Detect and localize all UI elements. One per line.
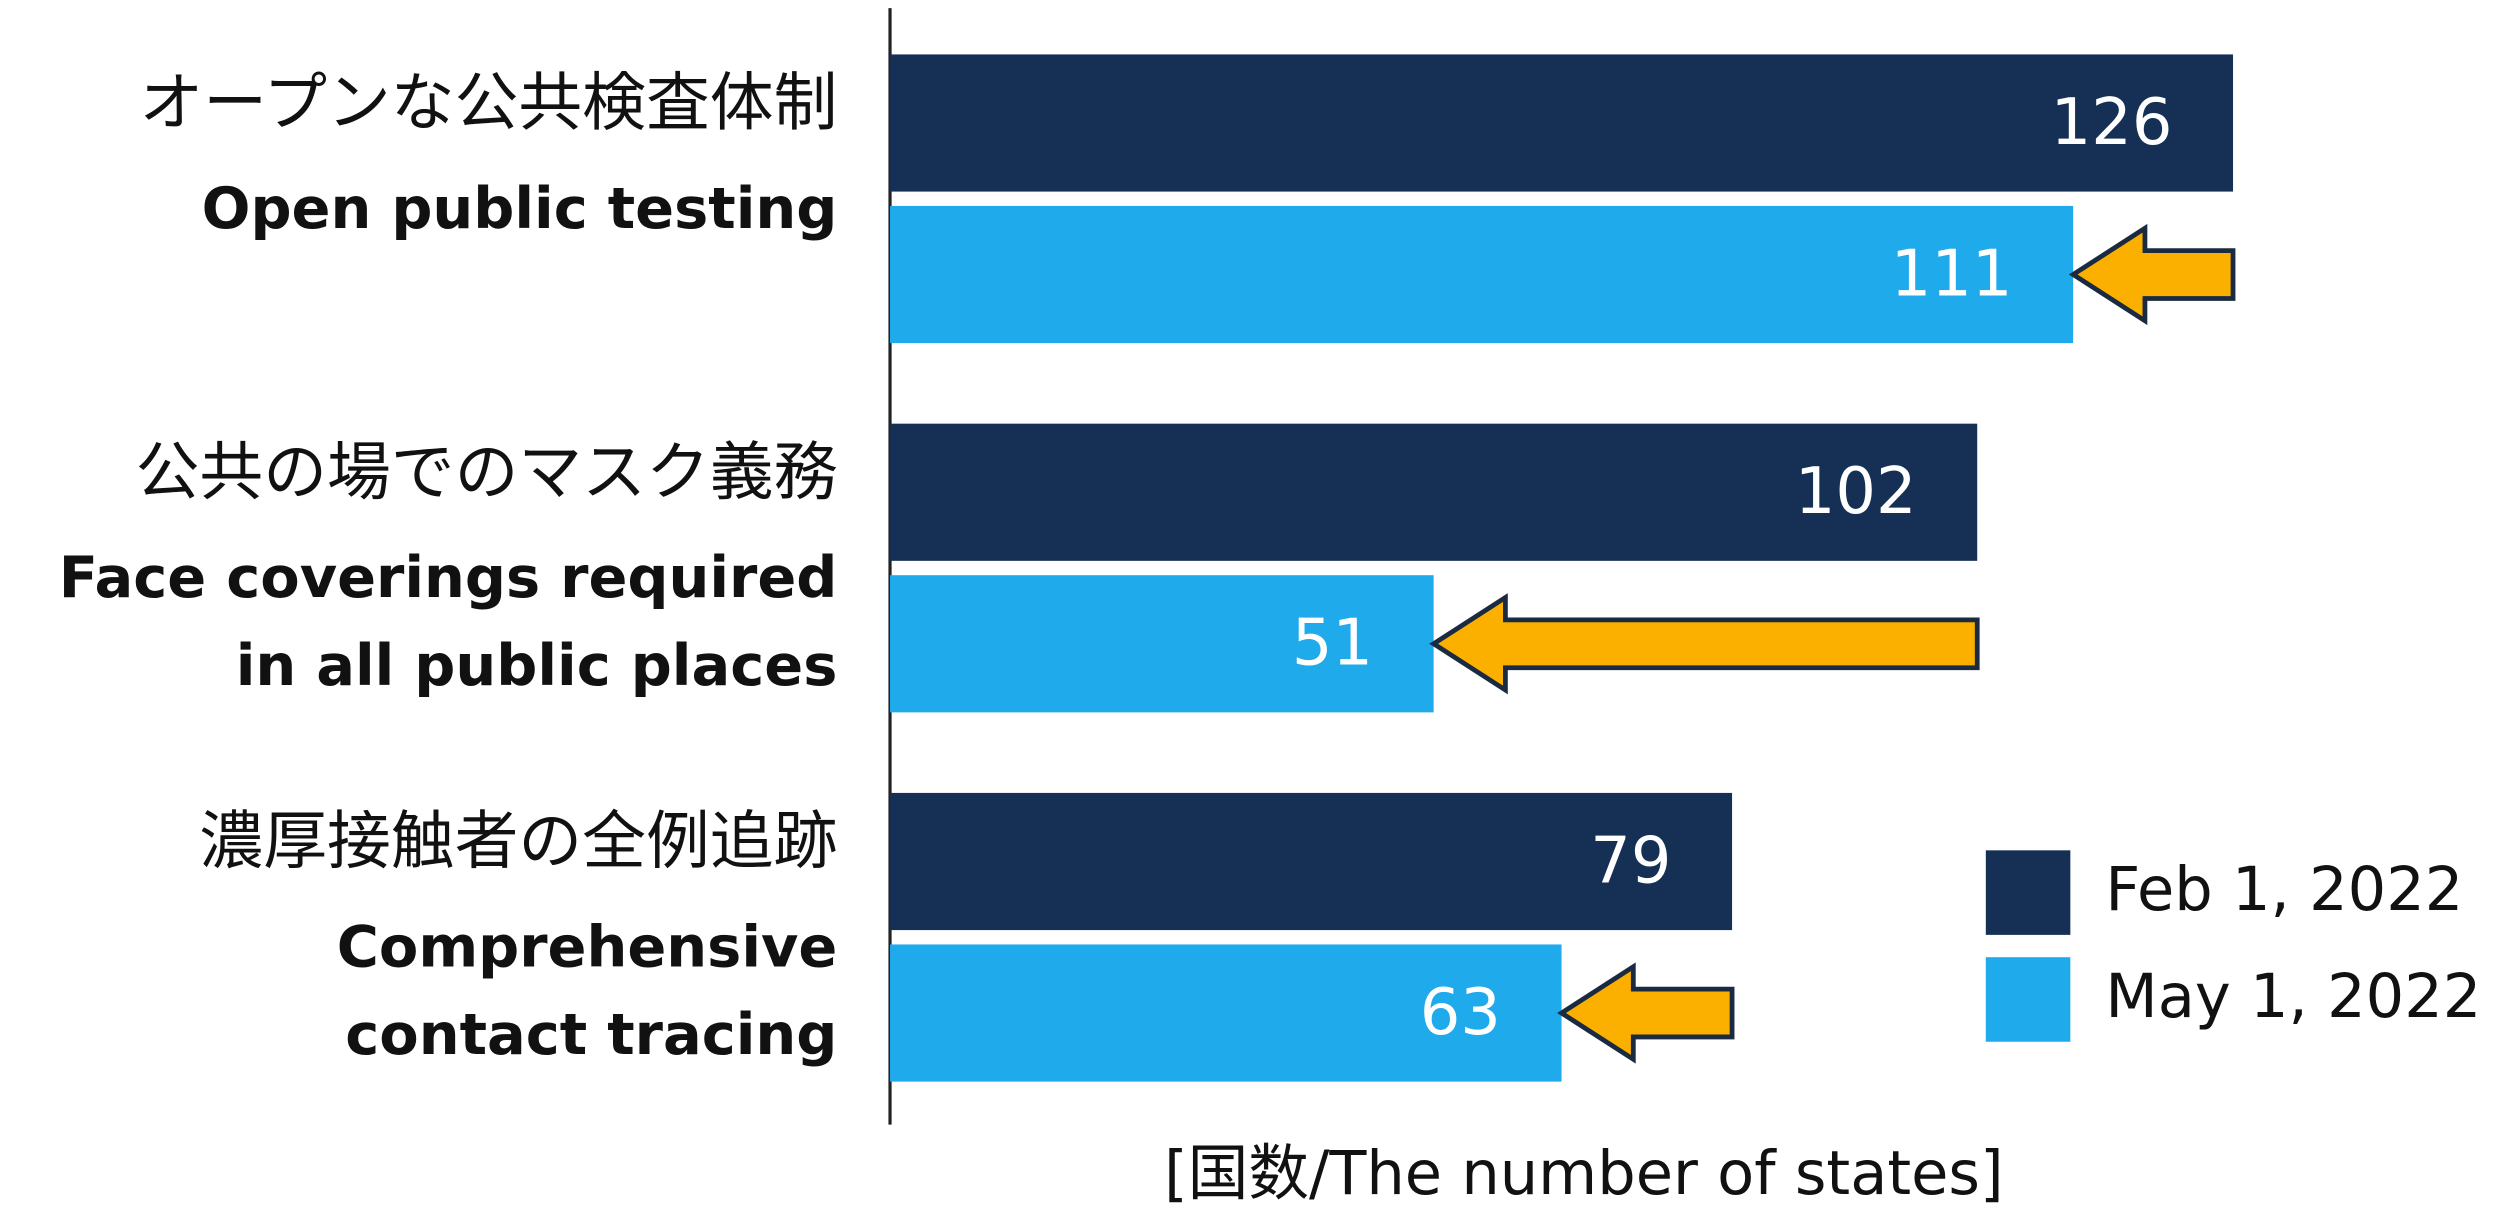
category-label: Comprehensive bbox=[337, 913, 838, 980]
x-axis-label: [国数/The number of states] bbox=[1164, 1139, 2004, 1209]
bar bbox=[890, 205, 2074, 344]
value-label: 102 bbox=[1795, 455, 1917, 529]
change-arrow bbox=[2068, 223, 2236, 326]
bar bbox=[890, 423, 1978, 561]
category-label: オープンな公共検査体制 bbox=[139, 67, 837, 141]
value-label: 63 bbox=[1420, 976, 1501, 1050]
category-label: Face coverings required bbox=[59, 544, 838, 611]
category-label: 公共の場でのマスク義務 bbox=[136, 436, 838, 510]
legend-label: May 1, 2022 bbox=[2105, 962, 2481, 1032]
bar bbox=[890, 575, 1434, 713]
value-label: 51 bbox=[1292, 607, 1373, 681]
category-label: 濃厚接触者の全例追跡 bbox=[199, 805, 837, 879]
value-label: 111 bbox=[1891, 237, 2013, 311]
value-label: 79 bbox=[1590, 824, 1671, 898]
category-label: contact tracing bbox=[345, 1001, 837, 1068]
legend-swatch bbox=[1985, 850, 2071, 935]
category-label: in all public places bbox=[236, 632, 838, 699]
change-arrow bbox=[1557, 962, 1735, 1064]
category-label: Open public testing bbox=[202, 175, 838, 242]
bar bbox=[890, 54, 2234, 192]
legend-label: Feb 1, 2022 bbox=[2105, 855, 2463, 925]
change-arrow bbox=[1429, 593, 1980, 695]
legend-swatch bbox=[1985, 957, 2071, 1042]
bar bbox=[890, 944, 1562, 1082]
value-label: 126 bbox=[2051, 86, 2173, 160]
bar bbox=[890, 792, 1733, 931]
